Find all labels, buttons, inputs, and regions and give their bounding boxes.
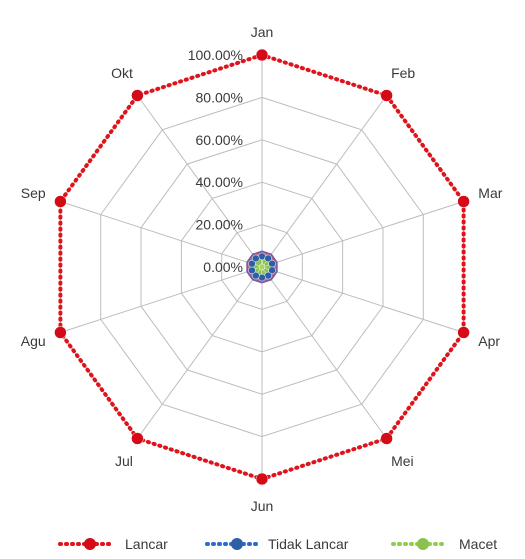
- grid-spoke: [60, 267, 262, 333]
- series-marker: [458, 196, 470, 208]
- series-marker: [259, 253, 266, 260]
- grid-spoke: [137, 267, 262, 439]
- category-label: Feb: [391, 65, 415, 81]
- grid-spoke: [60, 202, 262, 268]
- series-marker: [256, 473, 268, 485]
- series-marker: [381, 433, 393, 445]
- series-marker: [131, 433, 143, 445]
- series-marker: [269, 260, 276, 267]
- series-marker: [265, 272, 272, 279]
- radial-tick-label: 20.00%: [196, 217, 243, 233]
- category-label: Jun: [251, 498, 274, 514]
- legend-label: Macet: [459, 536, 497, 552]
- category-label: Okt: [111, 65, 133, 81]
- series-marker: [256, 49, 268, 61]
- grid-spoke: [262, 96, 387, 268]
- radial-tick-label: 100.00%: [188, 47, 243, 63]
- series-marker: [131, 90, 143, 102]
- grid-spoke: [262, 202, 464, 268]
- category-label: Jul: [115, 453, 133, 469]
- category-label: Apr: [478, 333, 500, 349]
- category-label: Sep: [21, 185, 46, 201]
- radial-tick-label: 80.00%: [196, 89, 243, 105]
- series-marker: [54, 327, 66, 339]
- legend-label: Lancar: [125, 536, 168, 552]
- radial-tick-label: 60.00%: [196, 132, 243, 148]
- series-marker: [381, 90, 393, 102]
- category-label: Jan: [251, 24, 274, 40]
- series-marker: [248, 267, 255, 274]
- series-marker: [252, 255, 259, 262]
- legend-swatch-marker: [417, 538, 429, 550]
- series-marker: [259, 274, 266, 281]
- radial-tick-label: 40.00%: [196, 174, 243, 190]
- series-marker: [458, 327, 470, 339]
- category-label: Mar: [478, 185, 502, 201]
- legend-swatch-marker: [84, 538, 96, 550]
- category-label: Mei: [391, 453, 414, 469]
- radial-tick-label: 0.00%: [203, 259, 243, 275]
- legend: Lancar Tidak Lancar Macet: [60, 536, 497, 552]
- grid-spoke: [262, 267, 387, 439]
- grid-spoke: [262, 267, 464, 333]
- series-marker: [54, 196, 66, 208]
- category-label: Agu: [21, 333, 46, 349]
- legend-label: Tidak Lancar: [268, 536, 349, 552]
- legend-swatch-marker: [231, 538, 243, 550]
